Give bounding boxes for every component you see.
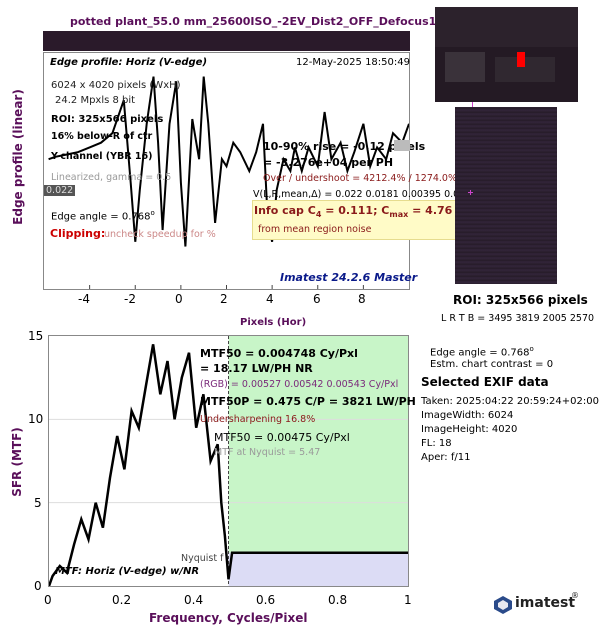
chart-contrast: Estm. chart contrast = 0 [430, 359, 554, 370]
mtf50-alt: MTF50 = 0.00475 Cy/Pxl [214, 431, 350, 444]
edge-y-label: Edge profile (linear) [11, 89, 25, 225]
edge-xtick: 4 [266, 292, 274, 306]
imatest-logo-text: imatest [515, 595, 576, 611]
infocap-sub-b: max [389, 210, 409, 220]
mtf-xtick: 1 [404, 593, 412, 607]
edge-xtick: 6 [313, 292, 321, 306]
mtf-legend: MTF: Horiz (V-edge) w/NR [55, 566, 200, 577]
linearized-info: Linearized, gamma = 0.5 [51, 172, 172, 183]
roi-crop-image[interactable] [455, 107, 557, 284]
edge-xtick: -2 [124, 292, 136, 306]
imatest-version: Imatest 24.2.6 Master [280, 271, 418, 284]
edge-angle-label: Edge angle = 0.768o [51, 209, 155, 222]
left-level-badge: 0.022 [44, 185, 76, 196]
mtf-ytick: 15 [28, 329, 44, 343]
image-pixels: 6024 x 4020 pixels (WxH) [51, 80, 181, 91]
sharpening-info: Undersharpening 16.8% [200, 414, 316, 425]
edge-y-label-wrap: Edge profile (linear) [0, 89, 93, 225]
file-title: potted plant_55.0 mm_25600ISO_-2EV_Dist2… [70, 15, 459, 28]
rise-distance: 10-90% rise = -0.12 pixels [263, 140, 426, 153]
edge-profile-chart [48, 76, 409, 289]
overshoot-info: Over / undershoot = 4212.4% / 1274.0% [263, 173, 458, 184]
nyquist-label: Nyquist f [181, 553, 224, 564]
thumb-wall [435, 7, 578, 47]
edge-x-label: Pixels (Hor) [240, 317, 307, 328]
exif-item: ImageHeight: 4020 [421, 424, 518, 435]
right-level-badge [394, 140, 410, 151]
edge-profile-label: Edge profile: Horiz (V-edge) [50, 57, 208, 68]
roi-coordinates: L R T B = 3495 3819 2005 2570 [441, 313, 595, 324]
mtf-ytick: 5 [34, 496, 42, 510]
edge-x-ticks: -4 -2 0 2 4 6 8 [43, 292, 410, 314]
info-capacity-box [252, 200, 459, 240]
edge-date: 12-May-2025 18:50:49 [296, 57, 410, 68]
vlr-info: V(L,R,mean,Δ) = 0.022 0.0181 0.00395 0.0 [253, 189, 460, 200]
mtf-y-label: SFR (MTF) [10, 427, 24, 497]
edge-profile-line [48, 76, 409, 247]
rise-per-ph: = -3.276e+04 per PH [263, 156, 394, 169]
edge-strip-image [43, 31, 410, 51]
full-image-thumbnail[interactable] [435, 7, 578, 102]
side-edge-angle: Edge angle = 0.768o [430, 345, 534, 358]
clipping-note: uncheck speedup for % [104, 229, 216, 240]
image-mpxls: 24.2 Mpxls 8 bit [55, 95, 136, 106]
exif-title: Selected EXIF data [421, 375, 549, 389]
mtf-ytick: 0 [34, 579, 42, 593]
mtf-y-ticks: 0 5 10 15 [28, 328, 48, 598]
mtf50-value: MTF50 = 0.004748 Cy/Pxl [200, 347, 358, 360]
clipping-label: Clipping: [50, 227, 106, 240]
edge-angle-text: Edge angle = 0.768 [51, 211, 151, 223]
roi-size-label: ROI: 325x566 pixels [453, 293, 588, 307]
edge-xtick: -4 [78, 292, 90, 306]
channel-info: Y-channel (YBR 16) [51, 151, 153, 162]
mtf50-lwph: = 18.17 LW/PH NR [200, 362, 313, 375]
exif-item: FL: 18 [421, 438, 452, 449]
roi-noise [455, 107, 557, 284]
mtf-y-label-wrap: SFR (MTF) [0, 427, 92, 497]
mtf-x-label: Frequency, Cycles/Pixel [149, 611, 308, 625]
noise-floor-region [228, 552, 408, 586]
info-capacity: Info cap C4 = 0.111; Cmax = 4.76 b/p [254, 204, 476, 219]
roi-marker [517, 52, 525, 67]
imatest-logo-icon [494, 596, 512, 614]
roi-info: ROI: 325x566 pixels [51, 114, 164, 125]
mtf-xtick: 0.4 [184, 593, 204, 607]
mtf-plot-area [48, 335, 409, 587]
roi-location: 16% below-R of ctr [51, 131, 153, 142]
mtf-chart [49, 336, 408, 586]
edge-xtick: 2 [220, 292, 228, 306]
mtf-ytick: 10 [28, 412, 44, 426]
edge-plot-area [43, 52, 410, 290]
imatest-logo-reg: ® [571, 591, 579, 600]
side-edge-angle-degree: o [529, 345, 534, 353]
edge-xtick: 0 [175, 292, 183, 306]
mtf-xtick: 0 [44, 593, 52, 607]
roi-tick-mark [472, 102, 473, 107]
mtf-xtick: 0.6 [256, 593, 276, 607]
exif-item: Taken: 2025:04:22 20:59:24+02:00 [421, 396, 599, 407]
mtf50p-value: MTF50P = 0.475 C/P = 3821 LW/PH [200, 395, 416, 408]
infocap-sub-a: 4 [315, 210, 322, 220]
thumb-object [445, 52, 485, 82]
mtf50-rgb: (RGB) = 0.00527 0.00542 0.00543 Cy/Pxl [200, 379, 399, 390]
edge-angle-degree: o [150, 209, 155, 217]
mtf-curve [49, 344, 408, 586]
exif-item: ImageWidth: 6024 [421, 410, 514, 421]
mtf-x-ticks: 0 0.2 0.4 0.6 0.8 1 [44, 593, 414, 609]
infocap-part-a: Info cap C [254, 204, 316, 217]
mtf-xtick: 0.8 [328, 593, 348, 607]
thumb-object [495, 57, 555, 82]
roi-edge-mark [470, 190, 471, 195]
exif-item: Aper: f/11 [421, 452, 471, 463]
side-edge-angle-text: Edge angle = 0.768 [430, 347, 530, 359]
edge-xtick: 8 [358, 292, 366, 306]
noise-source: from mean region noise [258, 224, 372, 235]
infocap-part-b: = 0.111; C [321, 204, 390, 217]
mtf-xtick: 0.2 [112, 593, 132, 607]
beyond-nyquist-region [228, 336, 408, 586]
mtf-nyquist: MTF at Nyquist = 5.47 [214, 447, 321, 458]
